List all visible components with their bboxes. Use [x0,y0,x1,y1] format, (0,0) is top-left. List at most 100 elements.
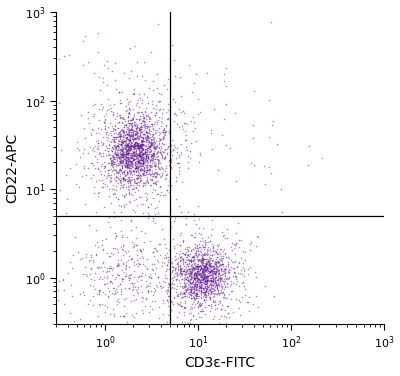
Point [138,168,144,174]
Point [85,109,92,115]
Point [182,128,188,134]
Point [135,153,142,159]
Point [101,119,107,125]
Point [135,159,142,165]
Point [118,146,125,152]
Point [122,132,128,138]
Point [133,142,140,148]
Point [124,137,131,143]
Point [215,301,221,307]
Point [127,168,134,174]
Point [138,142,145,148]
Point [224,303,230,309]
Point [178,266,184,272]
Point [150,173,156,179]
Point [202,261,209,267]
Point [130,142,137,148]
Point [141,115,148,121]
Point [195,268,201,274]
Point [188,303,194,309]
Point [220,255,226,261]
Point [200,275,206,281]
Point [137,160,144,166]
Point [114,154,120,160]
Point [187,271,194,277]
Point [213,263,219,269]
Point [156,144,162,150]
Point [139,151,145,157]
Point [207,280,213,286]
Point [172,253,178,259]
Point [122,163,128,169]
Point [221,294,228,300]
Point [148,151,154,157]
Point [188,267,195,273]
Point [141,164,147,170]
Point [109,148,115,154]
Point [126,191,132,197]
Point [150,292,156,298]
Point [131,153,138,159]
Point [204,285,210,291]
Point [124,126,130,132]
Point [140,183,146,190]
Point [154,284,160,290]
Point [122,162,128,168]
Point [140,131,147,137]
Point [160,135,166,141]
Point [225,253,231,259]
Point [148,140,155,146]
Point [220,314,227,320]
Point [148,163,155,169]
Point [127,165,134,171]
Point [151,139,158,145]
Point [126,144,132,150]
Point [148,173,155,179]
Point [127,180,133,186]
Point [203,238,209,244]
Point [100,79,106,85]
Point [241,283,247,289]
Point [204,284,210,290]
Point [149,156,156,162]
Point [225,264,232,270]
Point [194,278,200,284]
Point [154,144,160,150]
Point [124,157,131,163]
Point [126,137,133,143]
Point [212,299,218,305]
Point [142,169,149,175]
Point [161,127,168,133]
Point [177,209,184,215]
Point [169,236,176,242]
Point [148,189,155,195]
Point [142,150,148,156]
Point [205,273,211,279]
Point [156,137,163,143]
Point [210,273,217,279]
Point [123,128,129,134]
Point [195,266,202,272]
Point [140,255,146,261]
Point [198,249,204,255]
Point [150,218,156,224]
Point [250,122,256,128]
Point [244,266,251,272]
Point [134,154,140,160]
Point [123,150,129,156]
Point [198,300,205,306]
Point [140,152,146,158]
Point [140,163,146,169]
Point [157,252,164,258]
Point [140,131,147,137]
Point [198,273,205,279]
Point [168,159,174,165]
Point [121,130,127,136]
Point [140,155,146,161]
Point [104,280,110,286]
Point [132,126,139,132]
Point [162,132,168,138]
Point [123,155,130,161]
Point [140,131,146,137]
Point [191,211,197,217]
